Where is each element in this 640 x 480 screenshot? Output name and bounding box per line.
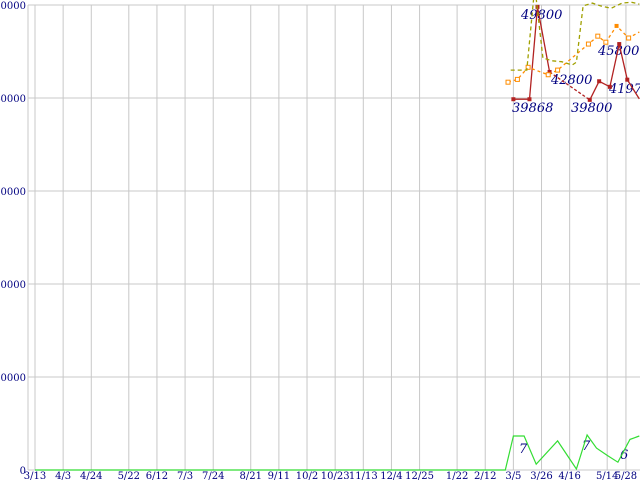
value-label: 7	[582, 439, 591, 454]
orange-dashed-squares-marker	[505, 79, 511, 85]
value-label: 7	[519, 442, 528, 457]
x-tick-label: 5/14	[596, 471, 618, 480]
red-solid-squares-marker	[547, 69, 552, 74]
y-tick-label: 10000	[0, 373, 26, 384]
x-tick-label: 5/22	[118, 471, 140, 480]
orange-dashed-squares-marker	[595, 33, 601, 39]
olive-dashed-line	[510, 0, 640, 71]
value-label: 41970	[608, 82, 640, 97]
red-solid-squares-marker	[597, 79, 602, 84]
x-tick-label: 6/12	[146, 471, 168, 480]
red-solid-squares-line	[513, 6, 551, 100]
orange-dashed-squares-marker	[585, 41, 591, 47]
x-tick-label: 12/4	[380, 471, 402, 480]
red-solid-squares-marker	[617, 42, 622, 47]
x-tick-label: 3/26	[530, 471, 552, 480]
orange-dashed-squares-marker	[525, 64, 531, 70]
value-label: 39868	[512, 101, 553, 116]
x-tick-label: 4/3	[55, 471, 71, 480]
x-tick-label: 11/13	[349, 471, 378, 480]
y-tick-label: 40000	[0, 94, 26, 105]
x-tick-label: 5/28	[615, 471, 637, 480]
x-tick-label: 7/3	[177, 471, 193, 480]
red-solid-squares-marker	[511, 97, 516, 102]
x-tick-label: 4/16	[558, 471, 580, 480]
x-tick-label: 2/12	[474, 471, 496, 480]
red-solid-squares-marker	[625, 77, 630, 82]
orange-dashed-squares-marker	[614, 23, 619, 28]
red-solid-squares-line	[589, 43, 640, 101]
x-tick-label: 1/22	[446, 471, 468, 480]
y-tick-label: 30000	[0, 187, 26, 198]
value-label: 6	[620, 448, 628, 463]
x-tick-label: 3/13	[24, 471, 46, 480]
red-solid-squares-marker	[587, 97, 592, 102]
red-solid-squares-marker	[527, 97, 532, 102]
x-tick-label: 9/11	[268, 471, 290, 480]
x-tick-label: 4/24	[80, 471, 102, 480]
y-tick-label: 20000	[0, 280, 26, 291]
green-solid-line	[35, 433, 640, 471]
x-tick-label: 10/23	[321, 471, 350, 480]
x-tick-label: 8/21	[240, 471, 262, 480]
y-tick-label: 50000	[0, 1, 26, 12]
value-label: 39800	[571, 101, 612, 116]
x-tick-label: 3/5	[505, 471, 521, 480]
value-label: 49800	[520, 8, 562, 23]
red-solid-squares-marker	[607, 84, 612, 89]
orange-dashed-squares-marker	[545, 72, 551, 78]
red-solid-squares-line	[549, 71, 591, 101]
value-label: 42800	[550, 73, 592, 88]
orange-dashed-squares-marker	[514, 76, 520, 82]
x-tick-label: 12/25	[405, 471, 434, 480]
y-tick-label: 0	[20, 466, 26, 477]
orange-dashed-squares-marker	[626, 35, 632, 41]
x-tick-label: 10/2	[296, 471, 318, 480]
orange-dashed-squares-marker	[603, 39, 609, 45]
x-tick-label: 7/24	[202, 471, 224, 480]
orange-dashed-squares-marker	[555, 67, 561, 73]
